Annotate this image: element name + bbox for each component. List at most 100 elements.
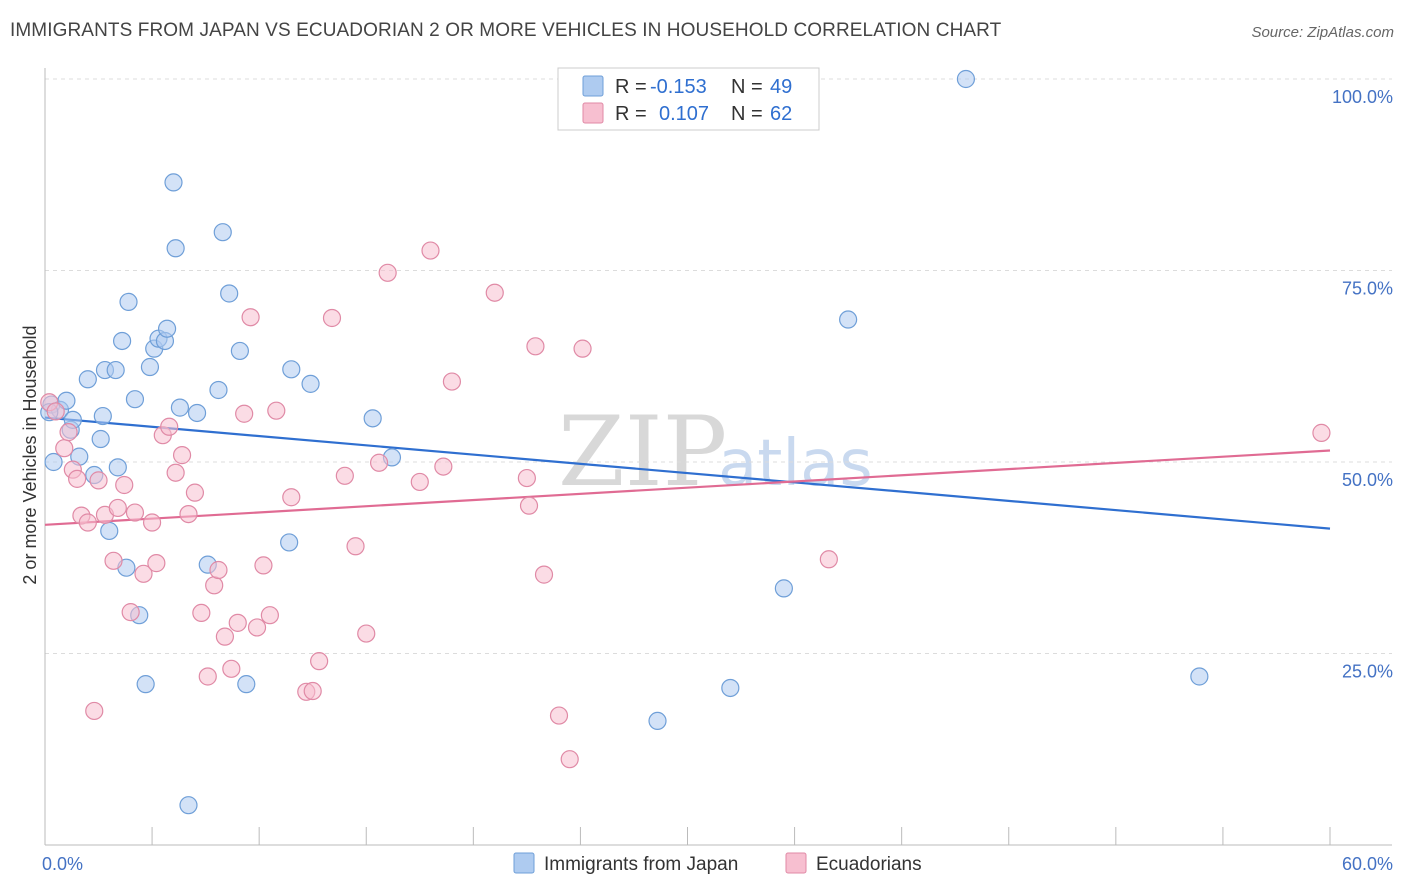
axes: 25.0% 50.0% 75.0% 100.0% 0.0% 60.0%	[42, 68, 1393, 874]
legend-n-value-ecuadorians: 62	[770, 103, 792, 125]
point-ecuadorians-45	[357, 624, 376, 643]
point-japan-36	[237, 675, 256, 694]
legend-row-ecuadorians: R = 0.107 N = 62	[582, 102, 792, 125]
point-ecuadorians-20	[160, 417, 179, 436]
point-ecuadorians-35	[254, 556, 273, 575]
point-japan-38	[282, 360, 301, 379]
point-ecuadorians-36	[260, 606, 279, 625]
legend-r-value-ecuadorians: 0.107	[659, 103, 709, 125]
point-ecuadorians-25	[192, 603, 211, 623]
point-japan-15	[112, 331, 132, 351]
legend-r-label-ecuadorians: R =	[615, 103, 647, 125]
point-japan-28	[170, 398, 190, 417]
chart-source: Source: ZipAtlas.com	[1251, 24, 1394, 41]
point-japan-9	[91, 429, 110, 449]
point-japan-12	[100, 521, 119, 541]
point-ecuadorians-60	[819, 550, 838, 569]
point-japan-13	[106, 360, 125, 380]
point-ecuadorians-57	[549, 706, 569, 725]
point-ecuadorians-41	[310, 652, 329, 671]
y-tick-label-100: 100.0%	[1332, 87, 1393, 107]
point-japan-34	[220, 284, 239, 303]
point-ecuadorians-17	[142, 513, 162, 532]
point-ecuadorians-1	[46, 402, 65, 421]
point-ecuadorians-44	[346, 537, 365, 556]
point-japan-7	[78, 370, 97, 389]
y-tick-label-25: 25.0%	[1342, 662, 1393, 682]
point-japan-40	[363, 409, 382, 428]
point-japan-25	[157, 319, 177, 338]
point-ecuadorians-3	[59, 423, 78, 442]
point-japan-30	[187, 403, 207, 423]
point-ecuadorians-38	[282, 488, 301, 507]
point-japan-10	[93, 406, 112, 426]
point-ecuadorians-32	[235, 404, 254, 423]
point-japan-1	[44, 452, 63, 472]
point-japan-42	[648, 711, 667, 731]
bottom-legend-label-ecuadorians: Ecuadorians	[816, 854, 922, 875]
point-ecuadorians-14	[121, 603, 140, 622]
legend-r-label-japan: R =	[615, 76, 647, 98]
point-ecuadorians-24	[185, 483, 205, 502]
legend-n-label-ecuadorians: N =	[731, 103, 763, 125]
point-ecuadorians-30	[222, 659, 241, 678]
point-ecuadorians-29	[215, 627, 234, 646]
point-japan-32	[209, 380, 228, 400]
legend-series: Immigrants from Japan Ecuadorians	[513, 852, 922, 875]
point-ecuadorians-56	[534, 565, 554, 584]
y-tick-label-50: 50.0%	[1342, 470, 1393, 490]
point-japan-47	[1190, 667, 1209, 686]
point-ecuadorians-54	[519, 496, 539, 515]
watermark-atlas: atlas	[718, 427, 873, 501]
point-japan-27	[166, 239, 185, 258]
point-japan-44	[774, 579, 793, 598]
legend-r-value-japan: -0.153	[650, 76, 707, 98]
point-ecuadorians-8	[85, 701, 104, 721]
point-ecuadorians-27	[205, 576, 224, 595]
point-japan-26	[164, 173, 183, 192]
x-tick-label-min: 0.0%	[42, 854, 83, 874]
trend-line-ecuadorians	[44, 449, 1331, 526]
legend-n-label-japan: N =	[731, 76, 763, 98]
point-ecuadorians-55	[526, 337, 545, 356]
point-ecuadorians-52	[485, 283, 504, 302]
point-ecuadorians-48	[410, 472, 429, 492]
point-ecuadorians-22	[172, 446, 192, 465]
bottom-legend-swatch-ecuadorians	[785, 852, 807, 874]
point-ecuadorians-9	[89, 471, 108, 490]
point-ecuadorians-46	[370, 453, 389, 472]
point-ecuadorians-5	[68, 469, 87, 488]
point-ecuadorians-34	[247, 618, 267, 637]
point-japan-33	[213, 223, 232, 242]
point-ecuadorians-40	[303, 681, 322, 701]
point-japan-45	[839, 310, 858, 329]
point-japan-14	[108, 458, 127, 477]
y-axis-title: 2 or more Vehicles in Household	[20, 325, 40, 584]
point-ecuadorians-59	[573, 339, 592, 358]
trend-line-japan	[44, 416, 1331, 530]
legend-row-japan: R = -0.153 N = 49	[582, 75, 792, 98]
point-ecuadorians-58	[560, 750, 579, 769]
point-japan-21	[140, 357, 160, 377]
point-japan-39	[301, 374, 320, 393]
grid	[45, 78, 1392, 654]
point-japan-46	[956, 69, 976, 89]
legend-swatch-japan	[582, 75, 604, 97]
point-ecuadorians-18	[147, 554, 166, 573]
point-ecuadorians-13	[115, 475, 134, 495]
bottom-legend-label-japan: Immigrants from Japan	[544, 854, 738, 875]
point-ecuadorians-15	[125, 503, 145, 522]
x-tick-label-max: 60.0%	[1342, 854, 1393, 874]
point-ecuadorians-33	[241, 308, 260, 327]
point-ecuadorians-50	[434, 457, 453, 476]
point-ecuadorians-47	[378, 263, 397, 282]
point-ecuadorians-2	[55, 439, 74, 458]
point-ecuadorians-51	[442, 372, 462, 391]
point-ecuadorians-42	[322, 308, 342, 328]
legend-stats: R = -0.153 N = 49 R = 0.107 N = 62	[557, 67, 820, 131]
point-ecuadorians-31	[228, 613, 247, 632]
point-japan-18	[125, 390, 145, 409]
point-japan-29	[179, 796, 198, 815]
point-ecuadorians-28	[209, 560, 228, 580]
point-ecuadorians-53	[517, 468, 536, 488]
